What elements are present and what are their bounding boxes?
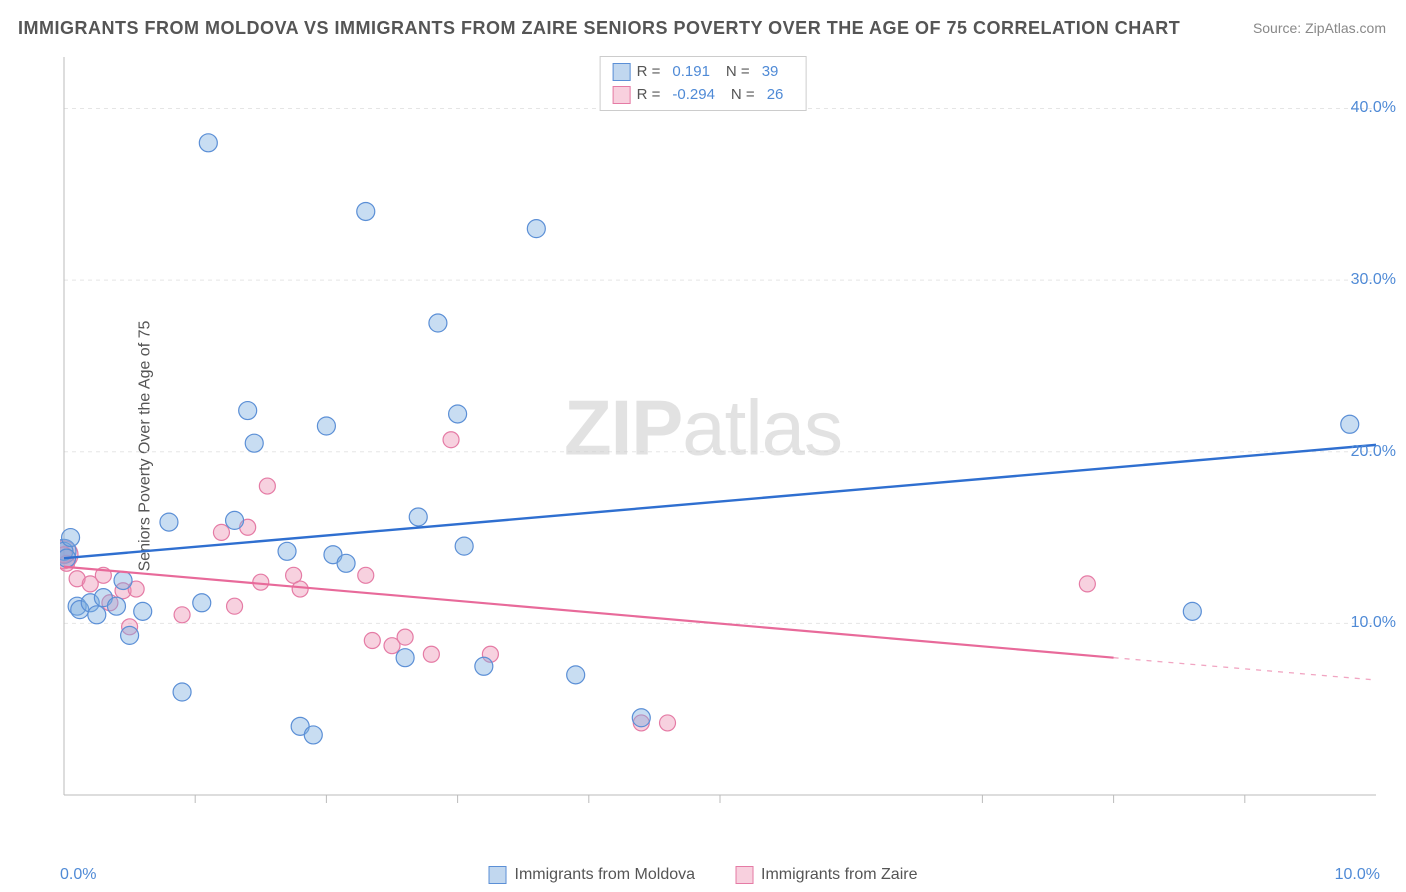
r-value-series1: 0.191 [672, 61, 710, 84]
bottom-legend: Immigrants from Moldova Immigrants from … [489, 866, 918, 884]
y-tick-label: 20.0% [1351, 443, 1396, 461]
legend-label-series1: Immigrants from Moldova [515, 866, 696, 884]
y-tick-label: 10.0% [1351, 614, 1396, 632]
r-label: R = [637, 61, 661, 84]
plot-area [60, 55, 1380, 835]
r-value-series2: -0.294 [672, 84, 715, 107]
source-prefix: Source: [1253, 20, 1305, 36]
chart-container: IMMIGRANTS FROM MOLDOVA VS IMMIGRANTS FR… [0, 0, 1406, 892]
n-value-series1: 39 [762, 61, 779, 84]
n-label: N = [726, 61, 750, 84]
x-tick-label-start: 0.0% [60, 866, 96, 884]
chart-svg [60, 55, 1380, 835]
legend-entry-series1: Immigrants from Moldova [489, 866, 696, 884]
stats-legend-box: R = 0.191 N = 39 R = -0.294 N = 26 [600, 56, 807, 111]
chart-title: IMMIGRANTS FROM MOLDOVA VS IMMIGRANTS FR… [18, 18, 1180, 39]
source-name: ZipAtlas.com [1305, 20, 1386, 36]
square-icon [613, 86, 631, 104]
legend-entry-series2: Immigrants from Zaire [735, 866, 917, 884]
y-tick-label: 40.0% [1351, 99, 1396, 117]
r-label: R = [637, 84, 661, 107]
stats-row-series2: R = -0.294 N = 26 [613, 84, 794, 107]
y-tick-label: 30.0% [1351, 271, 1396, 289]
square-icon [613, 63, 631, 81]
n-label: N = [731, 84, 755, 107]
n-value-series2: 26 [767, 84, 784, 107]
square-icon [735, 866, 753, 884]
legend-label-series2: Immigrants from Zaire [761, 866, 917, 884]
source-attribution: Source: ZipAtlas.com [1253, 20, 1386, 36]
x-tick-label-end: 10.0% [1335, 866, 1380, 884]
square-icon [489, 866, 507, 884]
stats-row-series1: R = 0.191 N = 39 [613, 61, 794, 84]
